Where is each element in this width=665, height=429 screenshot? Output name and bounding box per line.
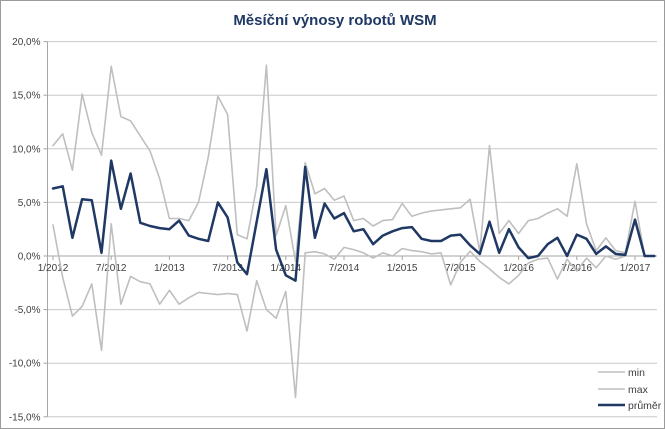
x-axis-tick-label: 1/2016 [503, 263, 534, 274]
x-axis-tick-label: 7/2012 [96, 263, 127, 274]
x-axis-tick-label: 7/2014 [329, 263, 360, 274]
legend-min-label: min [628, 367, 645, 379]
legend-max-label: max [628, 384, 649, 396]
legend-item-prumer: průměr [598, 400, 662, 412]
y-axis [43, 41, 48, 418]
y-axis-tick-label: 5,0% [18, 198, 41, 209]
series-line-průměr [51, 159, 656, 282]
y-axis-tick-label: -5,0% [14, 305, 40, 316]
legend-item-min: min [598, 367, 645, 379]
series-line-max [52, 64, 656, 263]
x-axis [47, 255, 657, 260]
x-axis-tick-label: 1/2013 [154, 263, 185, 274]
x-axis-tick-label: 1/2017 [620, 263, 651, 274]
legend: min max průměr [598, 367, 662, 412]
y-axis-tick-label: 0,0% [18, 252, 41, 263]
legend-item-max: max [598, 384, 649, 396]
x-axis-tick-label: 1/2014 [271, 263, 302, 274]
y-axis-tick-label: 10,0% [12, 144, 40, 155]
chart-title: Měsíční výnosy robotů WSM [233, 12, 436, 29]
y-axis-tick-label: -10,0% [9, 359, 41, 370]
x-axis-tick-label: 1/2015 [387, 263, 418, 274]
x-axis-tick-label: 1/2012 [38, 263, 69, 274]
x-axis-tick-label: 7/2016 [562, 263, 593, 274]
x-axis-labels: 1/2012 7/2012 1/2013 7/2013 1/2014 7/2014 1/20… [38, 263, 651, 274]
legend-prumer-label: průměr [628, 400, 662, 412]
y-axis-tick-label: 20,0% [12, 37, 40, 48]
y-axis-tick-label: 15,0% [12, 91, 40, 102]
y-axis-labels: 20,0% 15,0% 10,0% 5,0% 0,0% -5,0% -10,0% -15,0% [9, 37, 41, 423]
series-line-min [52, 223, 656, 399]
y-axis-tick-label: -15,0% [9, 412, 41, 423]
x-axis-tick-label: 7/2013 [212, 263, 243, 274]
x-axis-tick-label: 7/2015 [445, 263, 476, 274]
series-lines [51, 64, 656, 399]
